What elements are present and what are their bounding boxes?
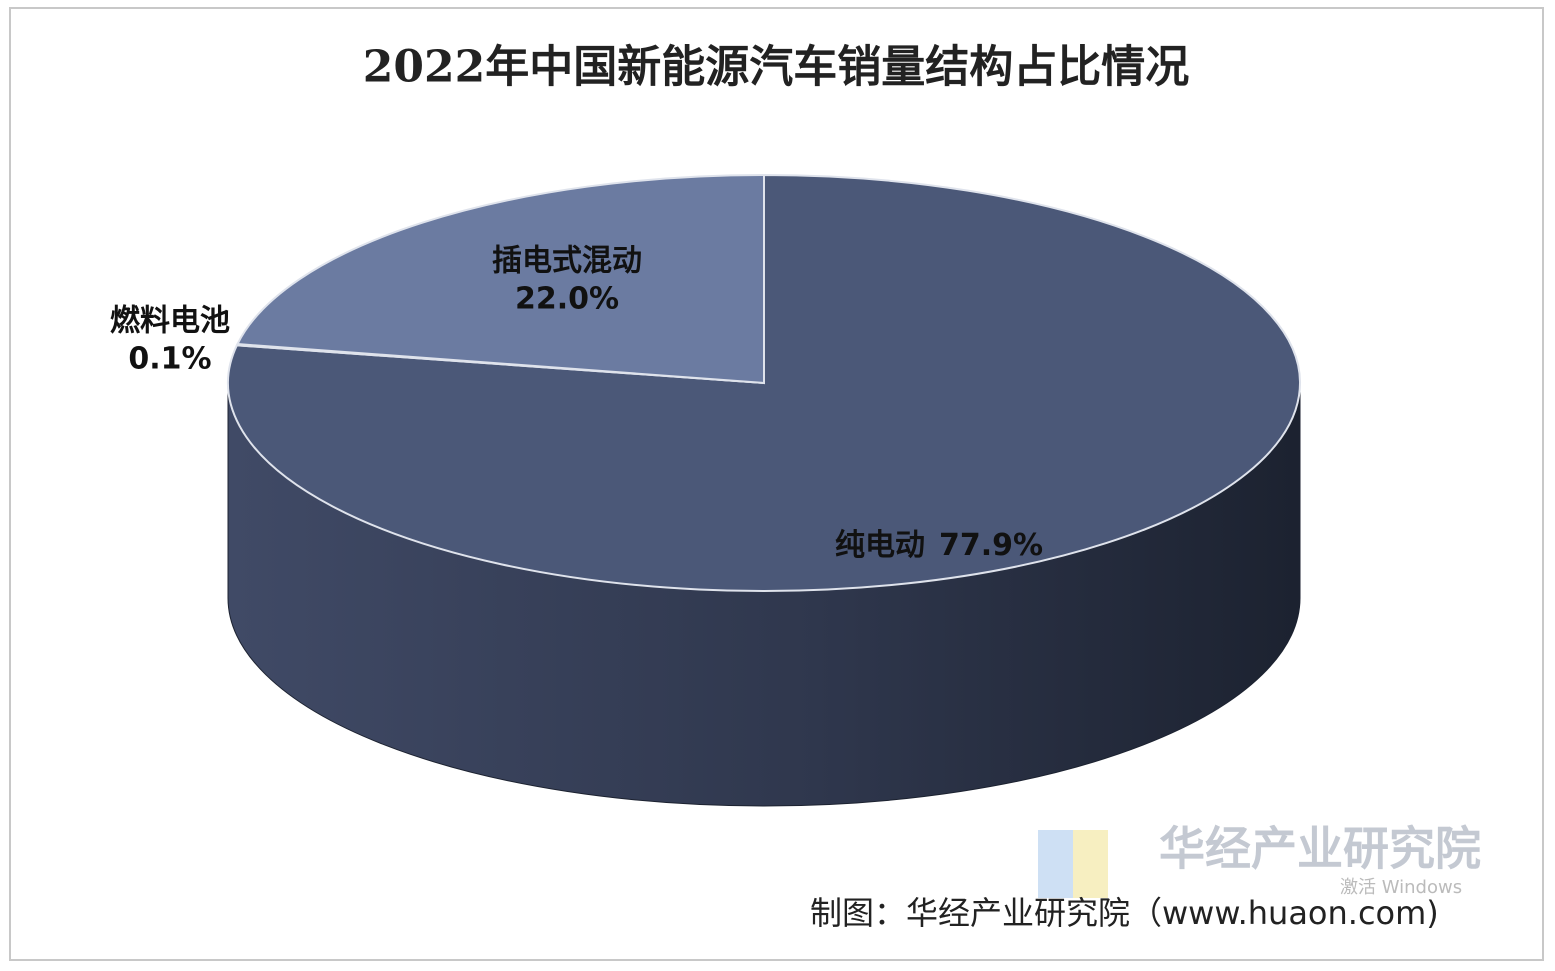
chart-title: 2022年中国新能源汽车销量结构占比情况	[363, 42, 1189, 93]
category-label: 燃料电池	[110, 304, 230, 339]
data-label: 纯电动 77.9%	[835, 528, 1043, 563]
category-label: 纯电动	[835, 528, 925, 563]
pie-slice	[227, 173, 1301, 592]
value-label: 22.0%	[515, 282, 619, 317]
watermark-logo	[1073, 830, 1108, 898]
watermark-logo	[1038, 830, 1073, 898]
source: 制图：华经产业研究院（www.huaon.com)	[810, 894, 1439, 932]
system-notice: 激活 Windows	[1340, 877, 1462, 898]
value-label: 0.1%	[128, 342, 211, 377]
pie-slice	[235, 173, 765, 385]
watermark: 华经产业研究院	[1159, 822, 1481, 876]
value-label: 77.9%	[939, 528, 1043, 563]
category-label: 插电式混动	[492, 244, 642, 279]
